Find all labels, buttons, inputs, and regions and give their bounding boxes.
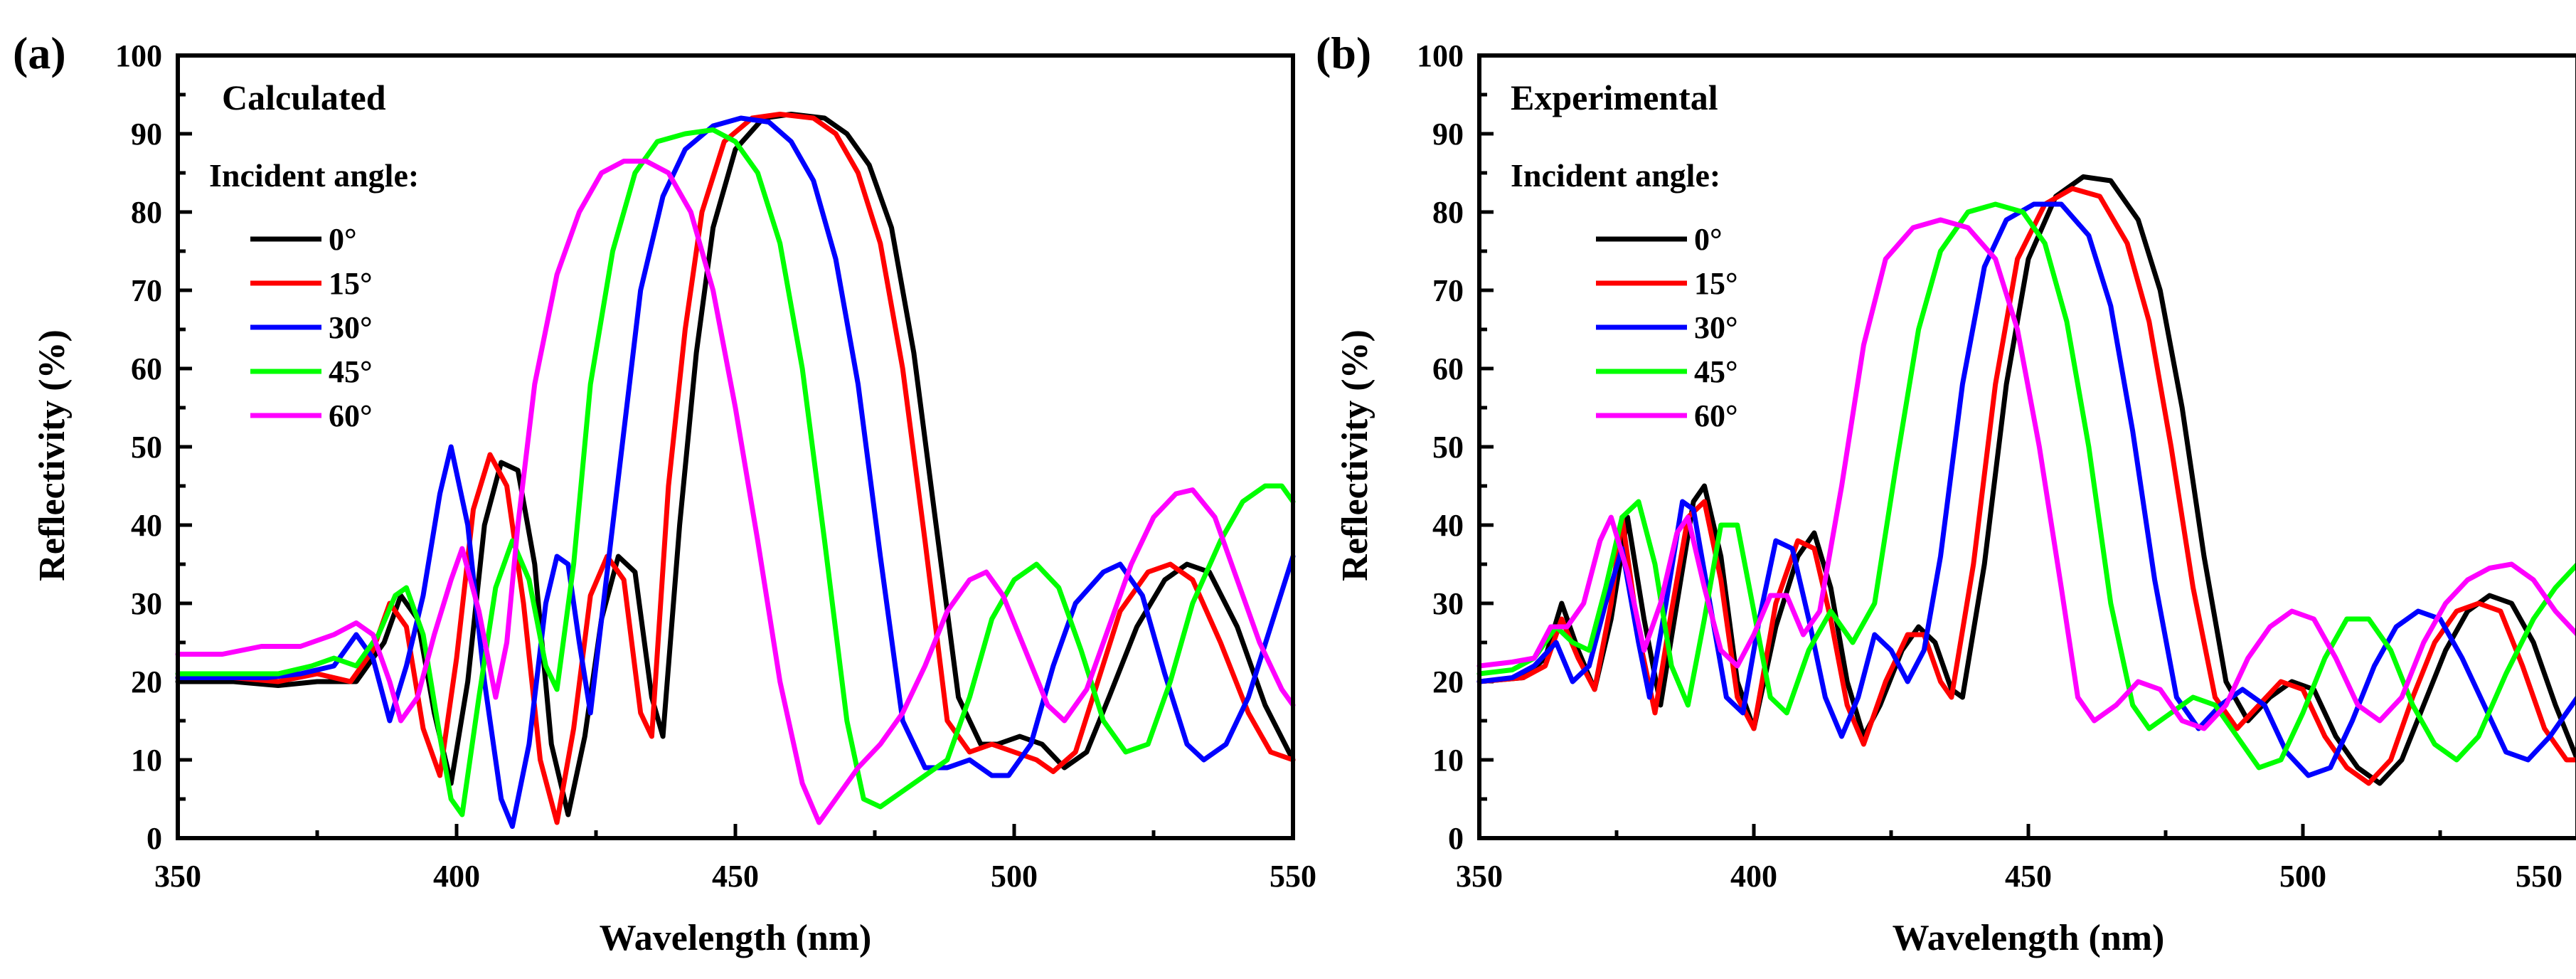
panel-b-x-tick-labels: 350 400 450 500 550	[1456, 859, 2562, 894]
panel-a-y-tick-label: 10	[131, 743, 162, 778]
panel-a-y-tick-label: 50	[131, 430, 162, 465]
panel-a-y-tick-label: 0	[147, 821, 162, 856]
panel-a-x-tick-label: 500	[991, 859, 1038, 894]
panel-a-x-tick-label: 550	[1270, 859, 1316, 894]
panel-b-y-tick-label: 20	[1432, 665, 1464, 699]
panel-b-title: Experimental	[1511, 78, 1718, 117]
panel-b-x-tick-label: 400	[1730, 859, 1777, 894]
panel-a-x-tick-label: 350	[154, 859, 201, 894]
panel-b-legend-label: 60°	[1694, 398, 1738, 433]
panel-a-y-tick-label: 90	[131, 117, 162, 152]
panel-a-y-tick-label: 40	[131, 508, 162, 543]
panel-a-legend-label: 15°	[329, 266, 373, 301]
panel-a-legend-title: Incident angle:	[209, 157, 419, 194]
panel-b-series	[1476, 174, 2576, 786]
panel-a-series-line-3	[175, 115, 1296, 829]
panel-b-series-line-2	[1476, 186, 2576, 786]
panel-b-x-axis-title: Wavelength (nm)	[1893, 918, 2165, 958]
panel-a-x-tick-label: 400	[433, 859, 480, 894]
panel-b-y-tick-label: 50	[1432, 430, 1464, 465]
panel-b-y-tick-label: 10	[1432, 743, 1464, 778]
panel-a-y-tick-label: 100	[115, 38, 162, 73]
panel-b-y-tick-label: 0	[1448, 821, 1464, 856]
panel-a-legend-label: 45°	[329, 354, 373, 389]
panel-a: (a) Reflectivity (%) Wavelength (nm) 0 1…	[13, 28, 1316, 958]
panel-a-x-axis-title: Wavelength (nm)	[600, 918, 872, 958]
panel-b-legend: 0° 15° 30° 45° 60°	[1596, 222, 1738, 433]
panel-b-y-tick-label: 90	[1432, 117, 1464, 152]
panel-a-title: Calculated	[222, 78, 386, 117]
panel-a-series	[175, 112, 1296, 829]
panel-b-y-tick-label: 70	[1432, 273, 1464, 308]
panel-b-label: (b)	[1316, 28, 1371, 78]
panel-b-y-tick-label: 60	[1432, 351, 1464, 386]
panel-a-legend-label: 60°	[329, 398, 373, 433]
panel-b-legend-label: 45°	[1694, 354, 1738, 389]
panel-b-legend-label: 15°	[1694, 266, 1738, 301]
panel-b-series-line-5	[1476, 217, 2576, 731]
panel-b-y-tick-label: 80	[1432, 195, 1464, 230]
panel-b-series-line-3	[1476, 201, 2576, 778]
panel-a-y-tick-label: 60	[131, 351, 162, 386]
panel-a-plot-frame	[176, 53, 1295, 840]
panel-a-y-tick-label: 20	[131, 665, 162, 699]
panel-a-x-tick-label: 450	[712, 859, 759, 894]
panel-b-y-tick-label: 100	[1417, 38, 1464, 73]
panel-b-series-line-4	[1476, 201, 2576, 771]
panel-a-legend-label: 30°	[329, 310, 373, 345]
panel-a-series-line-4	[175, 127, 1296, 817]
panel-a-x-tick-labels: 350 400 450 500 550	[154, 859, 1316, 894]
panel-a-y-tick-labels: 0 10 20 30 40 50 60 70 80 90 100	[115, 38, 162, 856]
panel-b: (b) Reflectivity (%) Wavelength (nm) 0 1…	[1316, 28, 2576, 958]
panel-b-y-tick-label: 30	[1432, 586, 1464, 621]
panel-a-y-tick-label: 80	[131, 195, 162, 230]
panel-b-x-tick-label: 450	[2005, 859, 2052, 894]
panel-b-y-tick-label: 40	[1432, 508, 1464, 543]
panel-b-plot-frame	[1477, 53, 2576, 840]
panel-b-y-axis-title: Reflectivity (%)	[1335, 329, 1375, 581]
panel-b-y-tick-labels: 0 10 20 30 40 50 60 70 80 90 100	[1417, 38, 1464, 856]
panel-a-y-tick-label: 30	[131, 586, 162, 621]
panel-a-series-line-1	[175, 112, 1296, 817]
panel-b-legend-label: 30°	[1694, 310, 1738, 345]
panel-b-x-tick-label: 550	[2516, 859, 2562, 894]
panel-a-series-line-2	[175, 112, 1296, 825]
panel-a-series-line-5	[175, 159, 1296, 825]
panel-a-label: (a)	[13, 28, 66, 78]
panel-a-y-tick-label: 70	[131, 273, 162, 308]
panel-b-legend-label: 0°	[1694, 222, 1723, 257]
panel-b-series-line-1	[1476, 174, 2576, 786]
panel-b-x-tick-label: 500	[2279, 859, 2326, 894]
panel-a-legend-label: 0°	[329, 222, 357, 257]
panel-b-legend-title: Incident angle:	[1511, 157, 1720, 194]
panel-a-y-axis-title: Reflectivity (%)	[32, 329, 73, 581]
panel-a-legend: 0° 15° 30° 45° 60°	[250, 222, 373, 433]
panel-b-x-tick-label: 350	[1456, 859, 1503, 894]
